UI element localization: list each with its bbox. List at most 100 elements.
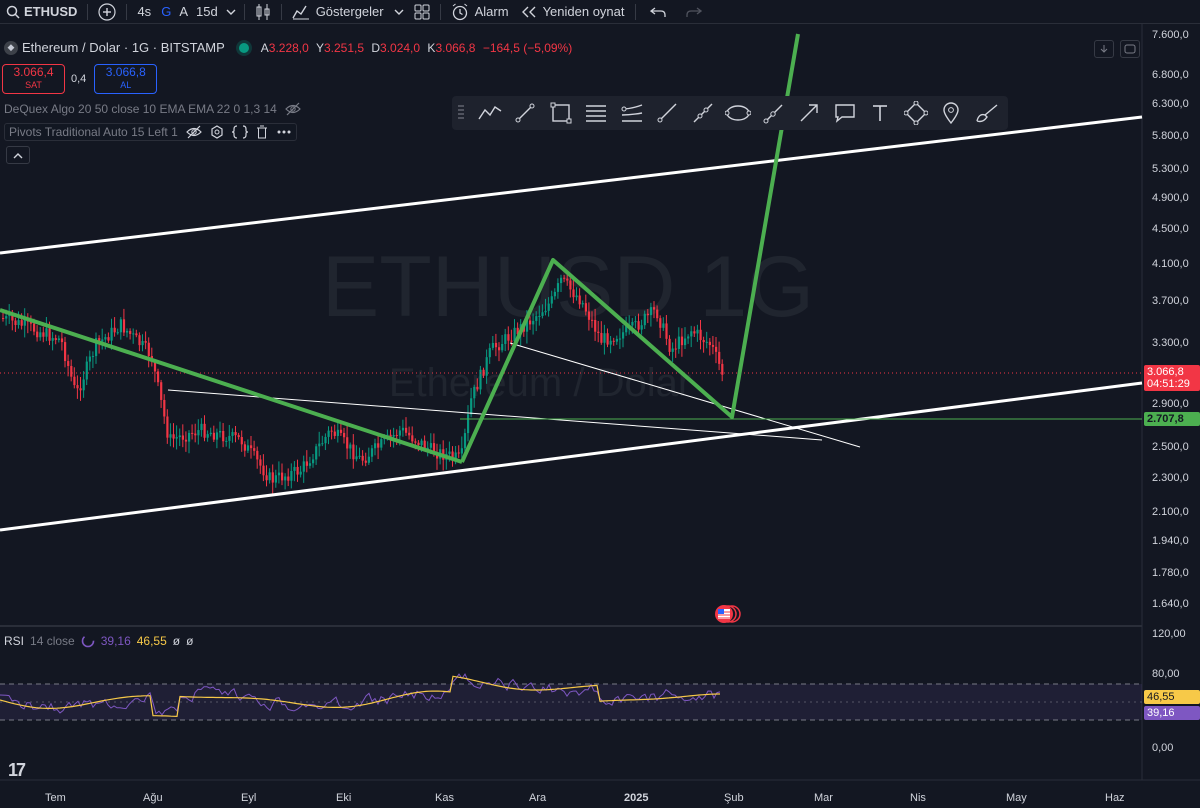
candle-body	[203, 423, 206, 438]
alarm-button[interactable]: Alarm	[445, 0, 515, 24]
candle-body	[615, 338, 618, 342]
candle-body	[184, 439, 188, 442]
candle-body	[222, 431, 225, 442]
tradingview-logo[interactable]: 17	[8, 760, 26, 780]
candle-body	[135, 333, 138, 336]
candle-body	[76, 385, 79, 389]
economic-event-icon[interactable]	[712, 604, 742, 624]
ohlc-close: 3.066,8	[435, 40, 476, 55]
price-axis-label: 7.600,0	[1152, 29, 1189, 41]
ohlc-key: K	[427, 40, 436, 55]
candle-body	[209, 432, 212, 435]
ray-icon	[657, 103, 677, 123]
candle-body	[169, 434, 172, 438]
drag-handle[interactable]	[458, 105, 464, 121]
interval-label: 4s	[137, 4, 152, 19]
compare-button[interactable]	[92, 0, 122, 24]
tool-fib[interactable]	[579, 96, 615, 130]
chart-type-button[interactable]	[249, 0, 277, 24]
channel-lower-line	[0, 381, 1143, 532]
time-axis-label: Mar	[814, 792, 833, 804]
fullscreen-button[interactable]	[1120, 40, 1140, 58]
trash-icon[interactable]	[256, 125, 268, 139]
tool-ray[interactable]	[650, 96, 686, 130]
candle-body	[538, 315, 541, 317]
indicators-dropdown[interactable]	[390, 0, 408, 24]
tool-arrow[interactable]	[792, 96, 828, 130]
candle-body	[33, 323, 36, 332]
buy-button[interactable]: 3.066,8 AL	[94, 64, 158, 94]
candle-body	[408, 432, 411, 436]
candle-body	[587, 311, 591, 320]
eye-off-icon[interactable]	[185, 125, 202, 139]
more-icon[interactable]	[276, 129, 292, 135]
candle-body	[643, 313, 646, 326]
candle-body	[240, 437, 243, 445]
candle-body	[411, 435, 414, 442]
price-chart[interactable]: ETHUSD 1G Ethereum / Dolar	[0, 24, 1200, 808]
tool-trendline[interactable]	[508, 96, 544, 130]
time-axis-label: May	[1006, 792, 1027, 804]
ohlc-open: 3.228,0	[268, 40, 309, 55]
tool-polyline[interactable]	[472, 96, 508, 130]
candle-body	[299, 471, 302, 475]
ohlc-high: 3.251,5	[323, 40, 365, 55]
settings-icon[interactable]	[210, 125, 224, 139]
tool-rectangle[interactable]	[543, 96, 579, 130]
candle-body	[172, 434, 175, 439]
candle-body	[91, 356, 95, 358]
candle-body	[361, 455, 364, 461]
tool-pattern[interactable]	[898, 96, 934, 130]
undo-button[interactable]	[640, 0, 676, 24]
indicator-pivots[interactable]: Pivots Traditional Auto 15 Left 1	[4, 123, 297, 141]
candle-body	[572, 289, 575, 298]
tool-path[interactable]	[756, 96, 792, 130]
indicator-dequex[interactable]: DeQuex Algo 20 50 close 10 EMA EMA 22 0 …	[4, 102, 301, 116]
collapse-legend-button[interactable]	[6, 146, 30, 164]
divider	[280, 3, 282, 20]
candle-body	[594, 319, 597, 332]
tool-extended-line[interactable]	[685, 96, 721, 130]
candle-body	[336, 429, 339, 436]
tool-ellipse[interactable]	[721, 96, 757, 130]
interval-dropdown[interactable]	[222, 0, 240, 24]
candle-body	[504, 334, 507, 344]
tool-text[interactable]	[863, 96, 899, 130]
symbol-search[interactable]: ETHUSD	[0, 0, 83, 24]
map-pin-icon	[943, 102, 959, 124]
candle-body	[101, 339, 104, 342]
layout-button[interactable]	[408, 0, 436, 24]
replay-button[interactable]: Yeniden oynat	[515, 0, 631, 24]
ohlc-key: A	[260, 40, 269, 55]
interval-15d[interactable]: 15d	[192, 0, 222, 24]
tool-callout[interactable]	[827, 96, 863, 130]
drawings[interactable]	[0, 33, 1143, 532]
interval-A[interactable]: A	[175, 0, 192, 24]
sell-button[interactable]: 3.066,4 SAT	[2, 64, 65, 94]
candle-body	[160, 382, 163, 400]
candle-body	[246, 445, 250, 451]
trade-panel: 3.066,4 SAT 0,4 3.066,8 AL	[2, 64, 158, 94]
candle-body	[429, 443, 432, 448]
path-icon	[763, 104, 783, 124]
tool-pin[interactable]	[934, 96, 970, 130]
candle-body	[569, 280, 572, 290]
interval-G[interactable]: G	[157, 0, 175, 24]
indicators-button[interactable]: Göstergeler	[286, 0, 390, 24]
candle-body	[389, 434, 392, 437]
candle-body	[507, 334, 510, 341]
eye-off-icon[interactable]	[284, 102, 301, 116]
candle-body	[113, 327, 116, 333]
rsi-ma-tag: 46,55	[1144, 690, 1200, 704]
tool-pitchfork[interactable]	[614, 96, 650, 130]
candle-body	[147, 342, 150, 357]
tool-brush[interactable]	[969, 96, 1005, 130]
rsi-legend: RSI 14 close 39,16 46,55 ø ø	[4, 634, 193, 648]
divider	[634, 3, 636, 20]
candle-body	[293, 466, 296, 471]
scroll-down-button[interactable]	[1094, 40, 1114, 58]
interval-4s[interactable]: 4s	[131, 0, 157, 24]
source-code-icon[interactable]	[231, 125, 248, 139]
redo-button[interactable]	[676, 0, 712, 24]
